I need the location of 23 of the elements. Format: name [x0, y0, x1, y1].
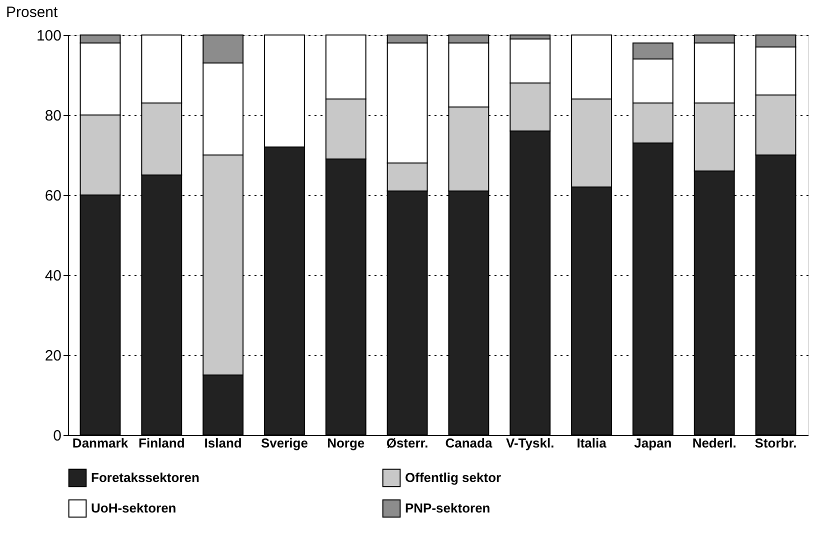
- legend-label: UoH-sektoren: [91, 500, 176, 516]
- legend-label: Foretakssektoren: [91, 470, 200, 485]
- x-tick-label: Storbr.: [754, 436, 797, 450]
- x-tick-label: V-Tyskl.: [506, 436, 554, 450]
- x-tick-label: Østerr.: [386, 436, 428, 450]
- x-tick-label: Finland: [138, 436, 185, 450]
- x-tick-label: Nederl.: [692, 436, 736, 450]
- x-tick-label: Sverige: [260, 436, 308, 450]
- x-tick-label: Canada: [445, 436, 493, 450]
- y-tick-label: 20: [44, 348, 62, 364]
- x-tick-label: Norge: [327, 436, 365, 450]
- x-tick-label: Japan: [634, 436, 672, 450]
- x-tick-label: Island: [204, 436, 242, 450]
- y-axis-title: Prosent: [6, 4, 58, 21]
- x-tick-label: Italia: [576, 436, 608, 450]
- y-tick-label: 60: [44, 188, 62, 204]
- y-tick-label: 100: [36, 28, 62, 44]
- legend-label: PNP-sektoren: [405, 500, 490, 516]
- y-tick-label: 80: [44, 108, 62, 124]
- legend-label: Offentlig sektor: [405, 470, 502, 485]
- y-tick-label: 40: [44, 268, 62, 284]
- y-tick-label: 0: [53, 428, 62, 444]
- x-tick-label: Danmark: [72, 436, 129, 450]
